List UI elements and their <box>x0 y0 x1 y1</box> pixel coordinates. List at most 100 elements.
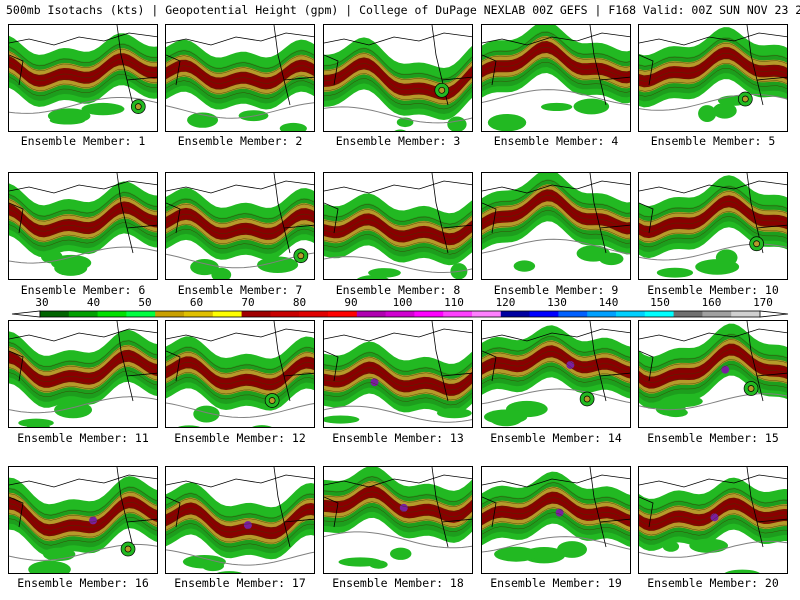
ensemble-member-caption: Ensemble Member: 15 <box>647 431 779 445</box>
coastline-outline <box>166 173 314 254</box>
ensemble-member-map-1 <box>8 24 158 132</box>
colorbar-tick-label: 110 <box>444 296 464 309</box>
colorbar-swatch <box>529 311 559 317</box>
coastline-outline <box>324 321 472 402</box>
height-contours <box>639 185 787 248</box>
jet-stream-map <box>9 25 157 125</box>
ensemble-member-caption: Ensemble Member: 13 <box>332 431 464 445</box>
colorbar-swatch <box>443 311 473 317</box>
height-contours <box>9 192 157 247</box>
coastline-outline <box>9 25 157 106</box>
colorbar-swatch <box>616 311 646 317</box>
colorbar-swatch <box>644 311 675 317</box>
isotach-shading <box>324 193 472 279</box>
coastline-outline <box>482 173 630 254</box>
colorbar-tick-label: 60 <box>189 296 204 309</box>
ensemble-member-map-19 <box>481 466 631 574</box>
ensemble-member-map-20 <box>638 466 788 574</box>
jet-stream-map <box>166 173 314 279</box>
ensemble-member-map-3 <box>323 24 473 132</box>
jet-stream-map <box>324 25 472 131</box>
ensemble-member-caption: Ensemble Member: 1 <box>20 134 146 148</box>
jet-stream-map <box>482 321 630 427</box>
colorbar-tick-label: 160 <box>701 296 722 309</box>
colorbar-tick-label: 40 <box>86 296 101 309</box>
jet-stream-map <box>166 321 314 427</box>
jet-stream-map <box>639 321 787 418</box>
colorbar-swatch <box>155 311 185 317</box>
colorbar-swatch <box>702 311 732 317</box>
height-contours <box>9 486 157 546</box>
ensemble-member-map-11 <box>8 320 158 428</box>
height-contours <box>166 198 314 250</box>
coastline-outline <box>9 321 157 402</box>
coastline-outline <box>9 173 157 254</box>
colorbar-swatch <box>270 311 300 317</box>
height-contours <box>324 204 472 255</box>
ensemble-member-map-2 <box>165 24 315 132</box>
ensemble-member-caption: Ensemble Member: 11 <box>17 431 149 445</box>
height-contours <box>9 43 157 97</box>
ensemble-member-map-6 <box>8 172 158 280</box>
isotach-shading <box>639 477 787 573</box>
colorbar-tick-label: 50 <box>138 296 152 309</box>
colorbar-tick-label: 120 <box>495 296 516 309</box>
ensemble-member-caption: Ensemble Member: 14 <box>490 431 622 445</box>
coastline-outline <box>166 321 314 402</box>
colorbar-tick-label: 30 <box>35 296 49 309</box>
colorbar-tick-label: 100 <box>392 296 413 309</box>
colorbar-swatch <box>328 311 358 317</box>
jet-stream-map <box>639 173 787 278</box>
height-contours <box>482 31 630 93</box>
height-contours <box>324 352 472 406</box>
ensemble-member-map-13 <box>323 320 473 428</box>
colorbar-tick-label: 150 <box>650 296 670 309</box>
ensemble-member-map-10 <box>638 172 788 280</box>
isotach-shading <box>9 476 157 573</box>
isotach-shading <box>9 33 157 125</box>
colorbar-swatch <box>558 311 588 317</box>
colorbar-swatch <box>40 311 70 317</box>
colorbar-swatch <box>356 311 387 317</box>
height-contours <box>166 347 314 400</box>
jet-stream-map <box>324 321 472 424</box>
isotach-shading <box>482 325 630 427</box>
coastline-outline <box>9 467 157 548</box>
isotach-colorbar <box>11 310 789 318</box>
isotach-shading <box>324 467 472 569</box>
coastline-outline <box>639 467 787 548</box>
jet-stream-map <box>9 173 157 276</box>
colorbar-swatch <box>299 311 329 317</box>
isotach-shading <box>9 329 157 427</box>
ensemble-member-map-16 <box>8 466 158 574</box>
ensemble-member-caption: Ensemble Member: 4 <box>493 134 619 148</box>
ensemble-member-caption: Ensemble Member: 6 <box>20 283 146 297</box>
jet-stream-map <box>639 25 787 122</box>
coastline-outline <box>166 25 314 106</box>
ensemble-member-caption: Ensemble Member: 5 <box>650 134 776 148</box>
jet-stream-map <box>482 467 630 564</box>
height-contours <box>639 334 787 399</box>
jet-stream-map <box>324 173 472 279</box>
height-contours <box>324 48 472 110</box>
coastline-outline <box>482 25 630 106</box>
isotach-shading <box>639 323 787 418</box>
ensemble-member-caption: Ensemble Member: 7 <box>177 283 303 297</box>
colorbar-swatch <box>385 311 415 317</box>
height-contours <box>482 482 630 537</box>
colorbar-swatch <box>68 311 99 317</box>
colorbar-swatch <box>126 311 156 317</box>
height-contours <box>482 179 630 244</box>
isotach-shading <box>639 175 787 278</box>
ensemble-member-caption: Ensemble Member: 20 <box>647 576 779 590</box>
jet-stream-map <box>482 173 630 272</box>
colorbar-swatch <box>472 311 502 317</box>
ensemble-member-caption: Ensemble Member: 8 <box>335 283 461 297</box>
colorbar-swatch <box>731 311 761 317</box>
ensemble-member-map-7 <box>165 172 315 280</box>
ensemble-member-caption: Ensemble Member: 2 <box>177 134 303 148</box>
coastline-outline <box>482 467 630 548</box>
ensemble-member-caption: Ensemble Member: 19 <box>490 576 622 590</box>
jet-stream-map <box>324 467 472 569</box>
colorbar-swatch <box>414 311 444 317</box>
